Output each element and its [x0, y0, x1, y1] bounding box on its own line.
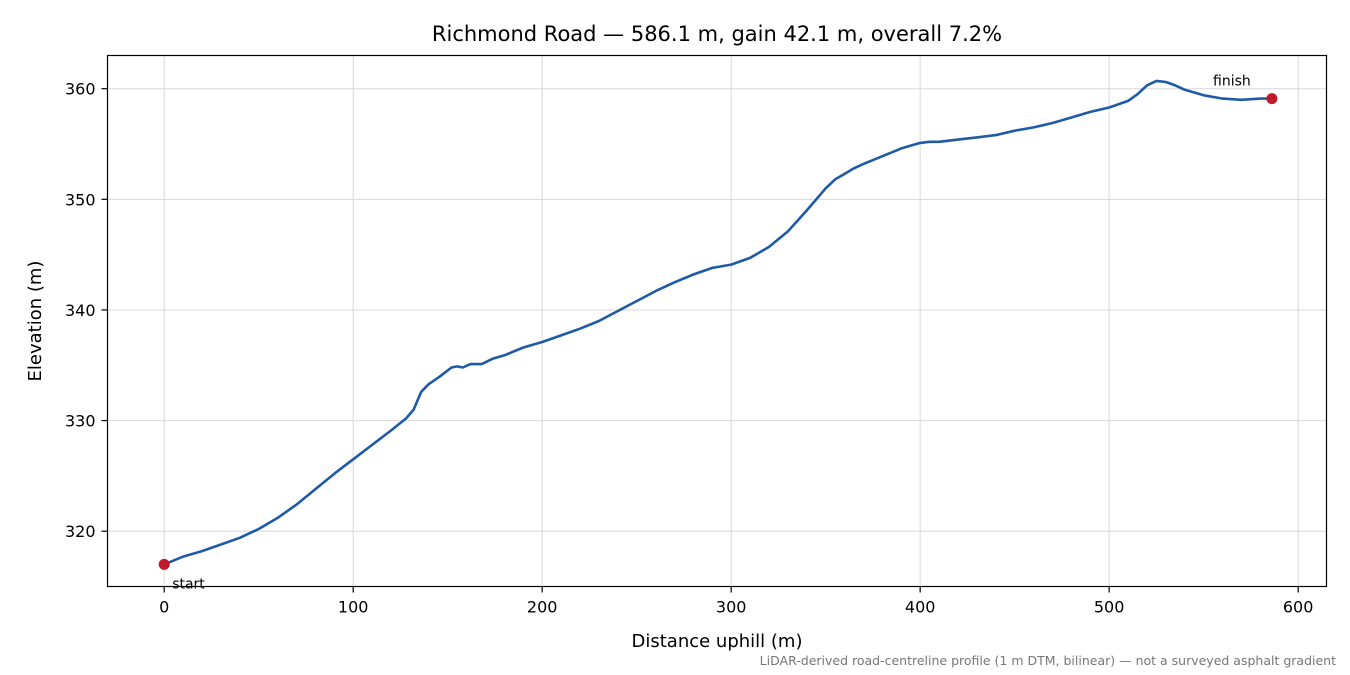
y-tick-label: 350 [65, 190, 96, 209]
y-tick-label: 360 [65, 80, 96, 99]
x-tick-label: 400 [905, 598, 936, 617]
chart-title: Richmond Road — 586.1 m, gain 42.1 m, ov… [432, 22, 1002, 46]
x-tick-label: 300 [716, 598, 747, 617]
x-tick-label: 100 [338, 598, 369, 617]
x-tick-label: 600 [1283, 598, 1314, 617]
finish-marker [1266, 93, 1278, 105]
plot-frame [106, 54, 1328, 588]
start-label: start [172, 576, 205, 592]
y-tick-label: 330 [65, 412, 96, 431]
x-tick-label: 500 [1094, 598, 1125, 617]
x-axis-ticks: 0 100 200 300 400 500 600 [159, 586, 1314, 617]
x-axis-label: Distance uphill (m) [632, 631, 803, 652]
y-tick-label: 340 [65, 301, 96, 320]
footnote: LiDAR-derived road-centreline profile (1… [760, 653, 1336, 668]
grid [107, 55, 1327, 587]
y-axis-ticks: 320 330 340 350 360 [65, 80, 108, 541]
finish-label: finish [1213, 74, 1251, 90]
y-tick-label: 320 [65, 522, 96, 541]
elevation-line [162, 79, 1274, 566]
x-tick-label: 200 [527, 598, 558, 617]
start-marker [158, 558, 170, 570]
y-axis-label: Elevation (m) [25, 261, 46, 382]
x-tick-label: 0 [159, 598, 169, 617]
